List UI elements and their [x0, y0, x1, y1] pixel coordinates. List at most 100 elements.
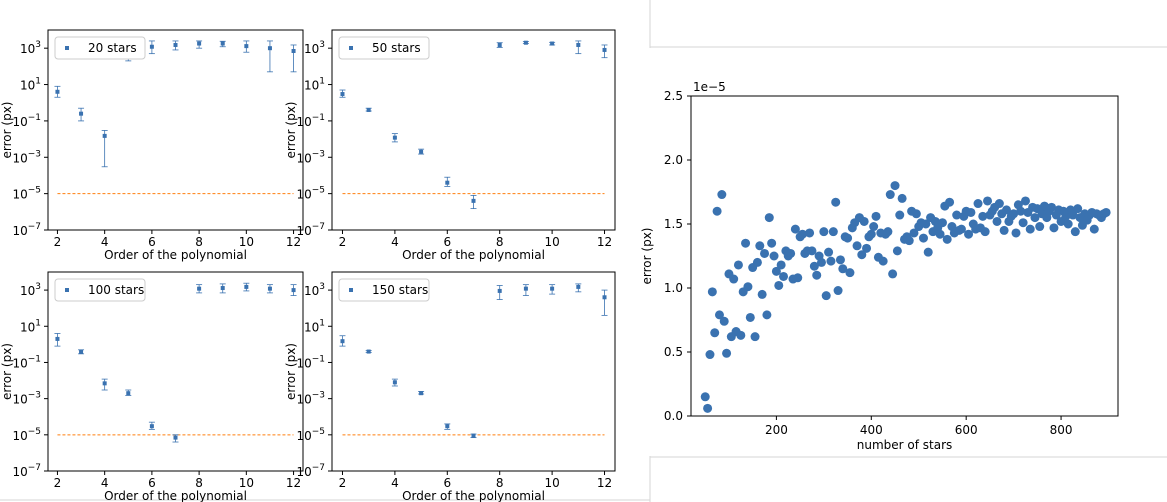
- y-tick-label: 103: [304, 40, 325, 56]
- data-point: [1073, 204, 1083, 214]
- x-axis-label: Order of the polynomial: [402, 248, 545, 262]
- data-point: [857, 250, 867, 260]
- data-point: [1002, 205, 1012, 215]
- data-point: [878, 256, 888, 266]
- x-tick-label: 600: [955, 423, 978, 437]
- x-tick-label: 12: [597, 476, 612, 490]
- legend-box: [338, 36, 430, 60]
- x-tick-label: 4: [391, 235, 399, 249]
- y-axis-label: error (px): [284, 102, 298, 159]
- data-point: [838, 264, 848, 274]
- data-point: [267, 46, 272, 51]
- data-point: [703, 403, 713, 413]
- x-tick-label: 10: [544, 476, 559, 490]
- data-point: [980, 227, 990, 237]
- data-point: [471, 198, 476, 203]
- data-point: [918, 233, 928, 243]
- plot-frame: [47, 271, 304, 472]
- x-tick-label: 12: [286, 235, 301, 249]
- data-point: [102, 133, 107, 138]
- x-tick-label: 8: [496, 235, 504, 249]
- y-tick-label: 10−5: [296, 186, 325, 202]
- x-tick-label: 4: [101, 476, 109, 490]
- data-point: [755, 241, 765, 251]
- data-point: [994, 199, 1004, 209]
- y-tick-label: 0.5: [664, 345, 683, 359]
- y-tick-label: 103: [20, 40, 41, 56]
- x-tick-label: 8: [195, 476, 203, 490]
- y-tick-label: 2.5: [664, 89, 683, 103]
- data-point: [892, 246, 902, 256]
- data-point: [79, 111, 84, 116]
- data-point: [220, 41, 225, 46]
- data-point: [835, 255, 845, 265]
- data-point: [722, 348, 732, 358]
- data-point: [149, 424, 154, 429]
- data-point: [816, 257, 826, 267]
- data-point: [497, 42, 502, 47]
- data-point: [831, 197, 841, 207]
- y-tick-label: 10−3: [12, 391, 41, 407]
- data-point: [973, 199, 983, 209]
- data-point: [1101, 207, 1111, 217]
- data-point: [845, 268, 855, 278]
- data-point: [576, 42, 581, 47]
- y-tick-label: 101: [20, 318, 41, 334]
- y-tick-label: 10−3: [296, 149, 325, 165]
- y-tick-label: 103: [20, 282, 41, 298]
- y-tick-label: 10−1: [12, 113, 41, 129]
- data-point: [895, 210, 905, 220]
- data-point: [79, 349, 84, 354]
- data-point: [1011, 228, 1021, 238]
- data-point: [244, 44, 249, 49]
- data-point: [807, 246, 817, 256]
- data-point: [1009, 209, 1019, 219]
- data-point: [767, 238, 777, 248]
- data-point: [173, 42, 178, 47]
- data-point: [821, 291, 831, 301]
- data-point: [966, 207, 976, 217]
- y-tick-label: 10−7: [12, 222, 41, 238]
- data-point: [752, 257, 762, 267]
- data-point: [340, 92, 345, 97]
- data-point: [523, 40, 528, 45]
- x-tick-label: 6: [443, 235, 451, 249]
- y-tick-label: 10−5: [12, 186, 41, 202]
- legend-marker: [349, 46, 353, 50]
- data-point: [523, 286, 528, 291]
- data-point: [1063, 219, 1073, 229]
- data-point: [833, 286, 843, 296]
- x-tick-label: 12: [597, 235, 612, 249]
- data-point: [843, 233, 853, 243]
- y-tick-label: 101: [304, 318, 325, 334]
- x-tick-label: 2: [339, 476, 347, 490]
- chart-error-vs-number-of-stars: 200 400 600 800 0.0 0.5 1.0 1.5 2.0 2.5 1e−5 number…: [640, 80, 1119, 452]
- data-point: [1061, 211, 1071, 221]
- x-tick-label: 2: [54, 476, 62, 490]
- x-axis-label: Order of the polynomial: [104, 489, 247, 502]
- legend-label: 20 stars: [88, 41, 137, 55]
- data-point: [220, 286, 225, 291]
- y-tick-label: 10−5: [12, 427, 41, 443]
- y-tick-label: 2.0: [664, 153, 683, 167]
- data-point: [1025, 224, 1035, 234]
- legend-marker: [65, 46, 69, 50]
- data-point: [978, 211, 988, 221]
- data-point: [859, 216, 869, 226]
- data-point: [55, 336, 60, 341]
- x-tick-label: 2: [54, 235, 62, 249]
- data-point: [291, 288, 296, 293]
- data-point: [774, 280, 784, 290]
- data-point: [1068, 210, 1078, 220]
- data-point: [764, 213, 774, 223]
- data-point: [809, 261, 819, 271]
- data-point: [828, 227, 838, 237]
- data-point: [173, 435, 178, 440]
- data-point: [497, 288, 502, 293]
- data-point: [942, 234, 952, 244]
- legend-box: [338, 278, 430, 302]
- data-point: [852, 241, 862, 251]
- data-point: [576, 284, 581, 289]
- data-point: [729, 274, 739, 284]
